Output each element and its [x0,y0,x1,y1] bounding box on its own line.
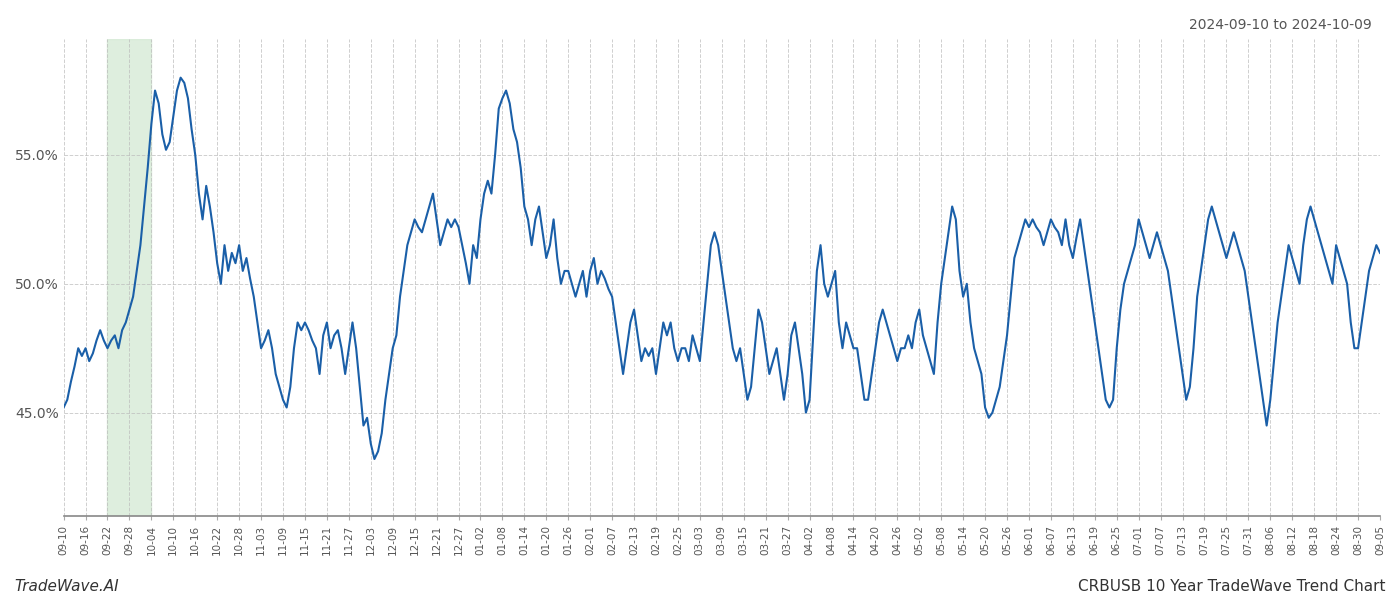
Bar [108,39,151,516]
Text: TradeWave.AI: TradeWave.AI [14,579,119,594]
Text: CRBUSB 10 Year TradeWave Trend Chart: CRBUSB 10 Year TradeWave Trend Chart [1078,579,1386,594]
Text: 2024-09-10 to 2024-10-09: 2024-09-10 to 2024-10-09 [1189,18,1372,32]
